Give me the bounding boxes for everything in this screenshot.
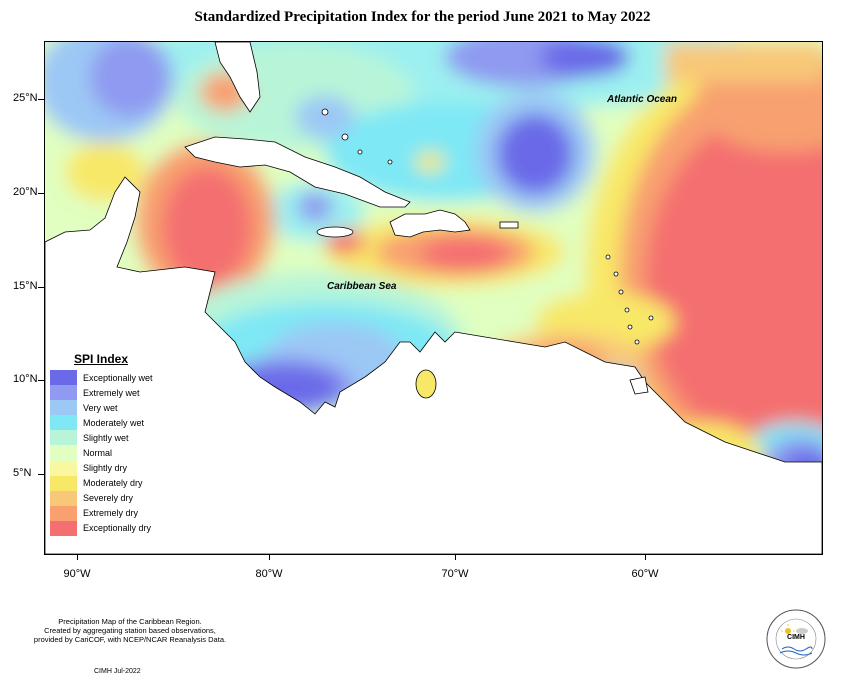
legend-label: Slightly dry (83, 463, 128, 474)
legend-swatch (50, 400, 77, 416)
land-masses (45, 42, 822, 554)
lon-tick (269, 554, 270, 560)
lon-label-60w: 60°W (631, 568, 659, 580)
legend-swatch (50, 430, 77, 446)
spi-legend: SPI Index Exceptionally wet Extremely wet… (50, 352, 160, 537)
legend-swatch (50, 445, 77, 461)
lat-tick (38, 474, 44, 475)
legend-label: Moderately dry (83, 478, 143, 489)
legend-item: Very wet (50, 400, 160, 416)
legend-item: Severely dry (50, 490, 160, 506)
legend-label: Extremely wet (83, 387, 140, 398)
legend-swatch (50, 385, 77, 401)
legend-label: Severely dry (83, 493, 134, 504)
legend-label: Slightly wet (83, 432, 129, 443)
lat-tick (38, 380, 44, 381)
map-date: CIMH Jul-2022 (94, 668, 141, 675)
legend-swatch (50, 370, 77, 386)
cimh-logo: CIMH (766, 609, 826, 669)
legend-swatch (50, 520, 77, 537)
description-line: Precipitation Map of the Caribbean Regio… (58, 617, 202, 626)
lon-tick (455, 554, 456, 560)
lat-tick (38, 193, 44, 194)
description-line: provided by CariCOF, with NCEP/NCAR Rean… (33, 635, 227, 644)
caribbean-sea-label: Caribbean Sea (327, 281, 397, 292)
lon-tick (645, 554, 646, 560)
legend-item: Slightly wet (50, 430, 160, 446)
lon-label-90w: 90°W (63, 568, 91, 580)
legend-label: Exceptionally wet (83, 372, 153, 383)
spi-map: Atlantic Ocean Caribbean Sea (44, 41, 823, 555)
lon-label-70w: 70°W (441, 568, 469, 580)
legend-item: Normal (50, 445, 160, 461)
spi-map-canvas (45, 42, 822, 554)
legend-swatch (50, 415, 77, 431)
legend-item: Exceptionally wet (50, 370, 160, 386)
lat-tick (38, 99, 44, 100)
legend-label: Moderately wet (83, 417, 145, 428)
logo-text: CIMH (787, 634, 805, 641)
lat-label-25n: 25°N (13, 92, 38, 104)
lat-label-5n: 5°N (13, 467, 32, 479)
legend-item: Exceptionally dry (50, 520, 160, 537)
legend-label: Normal (83, 448, 113, 459)
legend-item: Moderately dry (50, 475, 160, 491)
cimh-logo-icon (766, 609, 826, 669)
legend-title: SPI Index (74, 352, 129, 366)
legend-item: Moderately wet (50, 415, 160, 431)
legend-swatch (50, 505, 77, 521)
atlantic-ocean-label: Atlantic Ocean (607, 94, 678, 105)
legend-swatch (50, 490, 77, 506)
legend-rows: Exceptionally wet Extremely wet Very wet Mo… (50, 370, 160, 537)
legend-label: Very wet (83, 402, 118, 413)
lat-label-20n: 20°N (13, 186, 38, 198)
lat-label-15n: 15°N (13, 280, 38, 292)
legend-label: Extremely dry (83, 508, 139, 519)
map-title: Standardized Precipitation Index for the… (194, 9, 651, 25)
legend-swatch (50, 475, 77, 491)
description-line: Created by aggregating station based obs… (44, 626, 216, 635)
lat-tick (38, 287, 44, 288)
lon-label-80w: 80°W (255, 568, 283, 580)
lon-tick (77, 554, 78, 560)
legend-label: Exceptionally dry (83, 523, 152, 534)
legend-item: Slightly dry (50, 460, 160, 476)
legend-swatch (50, 460, 77, 476)
legend-item: Extremely wet (50, 385, 160, 401)
map-description: Precipitation Map of the Caribbean Regio… (30, 617, 230, 644)
lat-label-10n: 10°N (13, 373, 38, 385)
legend-item: Extremely dry (50, 505, 160, 521)
